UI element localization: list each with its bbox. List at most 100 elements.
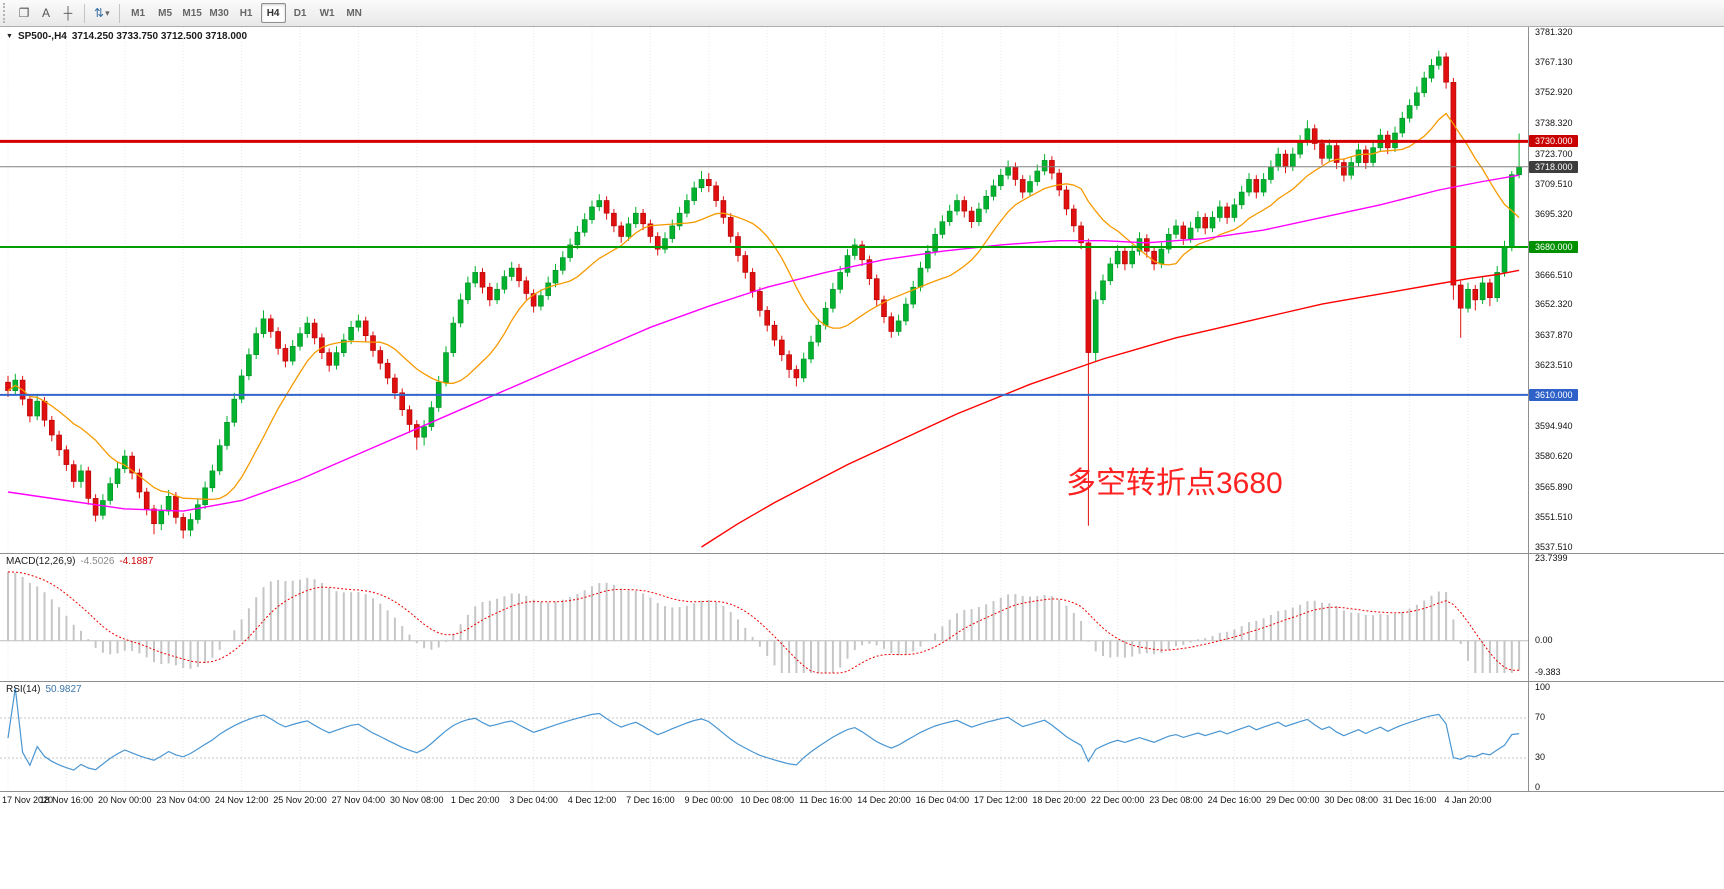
timeframe-button-mn[interactable]: MN [346, 7, 362, 19]
candle-down [1085, 242, 1092, 353]
price-axis-label: 3666.510 [1535, 269, 1573, 280]
macd-histogram-bar [1328, 603, 1331, 641]
price-axis[interactable]: 3781.320 3767.130 3752.920 3738.320 3723.700… [1529, 27, 1724, 792]
chevron-down-icon[interactable]: ▾ [105, 7, 110, 18]
candle-up [202, 487, 208, 505]
candle-up [246, 354, 252, 377]
timeframe-button-d1[interactable]: D1 [293, 7, 307, 19]
macd-histogram-bar [890, 640, 893, 654]
time-axis-label: 22 Dec 00:00 [1091, 795, 1145, 805]
candle-down [392, 377, 398, 394]
macd-histogram-bar [518, 593, 520, 641]
candle-up [1479, 282, 1486, 301]
macd-histogram-bar [788, 640, 791, 673]
price-axis-label: 3580.620 [1535, 450, 1573, 461]
candle-up [815, 324, 822, 343]
candle-up [348, 326, 354, 341]
macd-histogram-bar [831, 640, 834, 673]
macd-histogram-bar [1014, 594, 1017, 641]
candle-up [662, 238, 668, 250]
candle-up [1209, 217, 1216, 229]
candle-up [559, 257, 566, 271]
candle-up [1436, 56, 1442, 66]
price-axis-label: 3594.940 [1535, 420, 1573, 431]
ma-fast-line [7, 112, 1520, 501]
macd-histogram-bar [123, 640, 126, 651]
macd-histogram-bar [1189, 640, 1192, 643]
candle-up [1260, 179, 1267, 193]
indicators-button[interactable]: ⇅ ▾ [90, 3, 114, 24]
bid-price-line-price-badge: 3718.000 [1529, 160, 1578, 173]
candle-up [1041, 160, 1048, 172]
macd-histogram-bar [620, 588, 623, 641]
crosshair-tool-icon[interactable]: ┼ [63, 6, 73, 20]
macd-histogram-bar [583, 590, 586, 641]
macd-signal-line [7, 571, 1520, 674]
toolbar-drag-handle[interactable] [3, 3, 10, 23]
candle-down [523, 280, 530, 294]
timeframe-button-m1[interactable]: M1 [131, 7, 146, 19]
text-tool-button[interactable]: A [41, 6, 50, 20]
macd-histogram-bar [875, 640, 878, 646]
candle-up [581, 219, 588, 233]
macd-histogram-bar [1445, 592, 1448, 641]
macd-histogram-bar [1043, 595, 1046, 641]
rsi-panel[interactable] [0, 681, 1528, 791]
macd-histogram-bar [153, 640, 155, 663]
candle-up [976, 208, 982, 222]
macd-histogram-bar [240, 619, 243, 641]
candle-down [399, 392, 406, 410]
collapse-triangle-icon[interactable]: ▼ [6, 33, 13, 40]
timeframe-button-w1[interactable]: W1 [319, 7, 335, 19]
candle-down [749, 272, 756, 292]
macd-histogram-bar [218, 640, 221, 650]
candle-up [1092, 299, 1099, 353]
candle-up [1348, 162, 1354, 176]
candle-up [1173, 225, 1179, 235]
toolbar-separator [84, 3, 85, 23]
candle-down [413, 424, 420, 438]
candle-up [589, 206, 595, 220]
macd-histogram-bar [364, 594, 367, 641]
timeframe-button-m30[interactable]: M30 [209, 7, 229, 19]
timeframe-button-h1[interactable]: H1 [239, 7, 253, 19]
candle-up [340, 339, 347, 353]
macd-histogram-bar [1408, 608, 1411, 641]
macd-panel[interactable] [0, 553, 1528, 681]
resistance-line-3730-price-badge: 3730.000 [1529, 135, 1578, 148]
timeframe-button-h4[interactable]: H4 [260, 3, 286, 23]
candle-up [990, 185, 997, 197]
macd-histogram-bar [335, 591, 338, 641]
candle-down [516, 267, 522, 282]
timeframe-button-m15[interactable]: M15 [182, 7, 202, 19]
macd-histogram-bar [1452, 619, 1455, 641]
panel-separator[interactable] [0, 553, 1724, 554]
candle-down [92, 498, 99, 516]
candle-up [837, 272, 844, 290]
macd-histogram-bar [664, 606, 666, 641]
candle-down [1487, 282, 1493, 298]
macd-histogram-bar [1145, 640, 1148, 654]
chart-annotation-text[interactable]: 多空转折点3680 [1066, 467, 1283, 500]
timeframe-button-m5[interactable]: M5 [158, 7, 173, 19]
macd-histogram-bar [1007, 594, 1010, 641]
macd-histogram-bar [656, 602, 659, 641]
macd-histogram-bar [634, 591, 637, 641]
macd-histogram-bar [642, 593, 645, 641]
candle-up [691, 187, 698, 201]
candle-up [822, 307, 829, 326]
macd-histogram-bar [1087, 640, 1090, 642]
candle-down [1472, 288, 1479, 301]
chart-windows-icon[interactable]: ❐ [18, 6, 30, 20]
macd-histogram-bar [101, 640, 104, 653]
main-chart-panel[interactable]: 多空转折点3680 [0, 27, 1528, 553]
macd-histogram-bar [1102, 640, 1104, 657]
panel-separator[interactable] [0, 681, 1724, 682]
macd-histogram-bar [1153, 640, 1156, 655]
macd-histogram-bar [1503, 640, 1506, 673]
price-axis-label: 3709.510 [1535, 178, 1573, 189]
price-axis-label: 3738.320 [1535, 117, 1573, 128]
candle-up [1297, 141, 1303, 155]
drawing-tools-group: ❐ A ┼ [13, 3, 79, 24]
